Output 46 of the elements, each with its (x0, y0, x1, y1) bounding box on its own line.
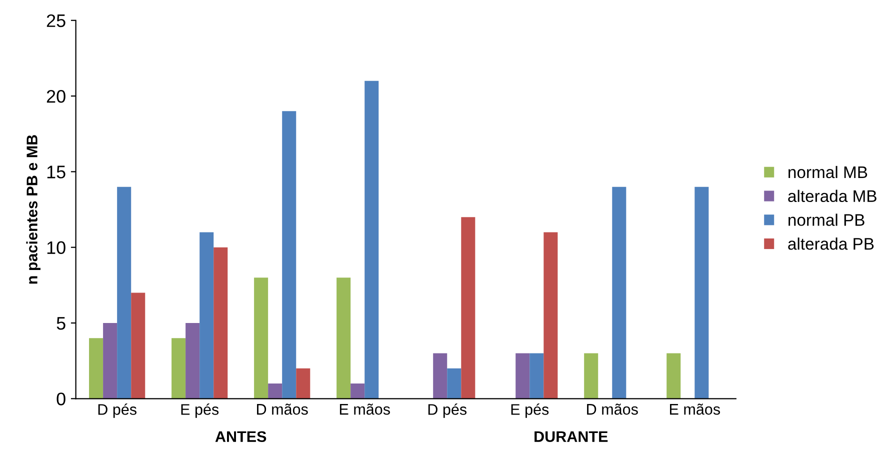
x-tick-label: E pés (511, 404, 549, 418)
bar (584, 353, 598, 399)
bar (461, 217, 476, 399)
bar (131, 292, 146, 399)
bar (447, 368, 462, 399)
x-tick-label: D pés (98, 404, 136, 418)
bar (296, 368, 310, 399)
bar (516, 353, 530, 399)
x-tick-label: E pés (181, 404, 219, 418)
bar (544, 232, 558, 399)
legend-label: alterada PB (788, 238, 874, 250)
bar (89, 338, 104, 399)
legend-label: normal MB (788, 166, 868, 178)
bar (200, 232, 214, 399)
x-tick-label: E mãos (670, 404, 720, 415)
bar (612, 186, 626, 399)
bar (350, 384, 365, 399)
y-tick-label: 10 (47, 241, 66, 254)
bar (254, 278, 268, 399)
y-tick-label: 0 (56, 392, 66, 406)
y-tick-label: 20 (46, 90, 66, 103)
legend-label: normal PB (788, 214, 864, 226)
bar (268, 384, 282, 399)
y-tick-label: 5 (56, 317, 66, 330)
x-tick-label: D pés (428, 404, 467, 418)
x-tick-label: D mãos (587, 404, 638, 415)
bar (103, 322, 118, 399)
bar (117, 186, 132, 399)
y-axis-title: n pacientes PB e MB (26, 135, 40, 284)
bar (433, 353, 448, 399)
y-tick-label: 25 (46, 14, 66, 28)
bar (214, 247, 228, 399)
bar (186, 322, 200, 399)
x-tick-label: E mãos (340, 404, 390, 415)
y-tick-label: 15 (47, 166, 66, 178)
x-tick-label: D mãos (257, 404, 308, 415)
bar (364, 80, 379, 399)
bar (282, 111, 296, 399)
legend-label: alterada MB (788, 190, 876, 202)
bar (172, 338, 186, 399)
text: ANTES (215, 431, 266, 442)
bar (336, 278, 351, 399)
bar (530, 353, 544, 399)
bar (694, 186, 709, 399)
text: DURANTE (534, 431, 608, 442)
bar (666, 353, 681, 399)
